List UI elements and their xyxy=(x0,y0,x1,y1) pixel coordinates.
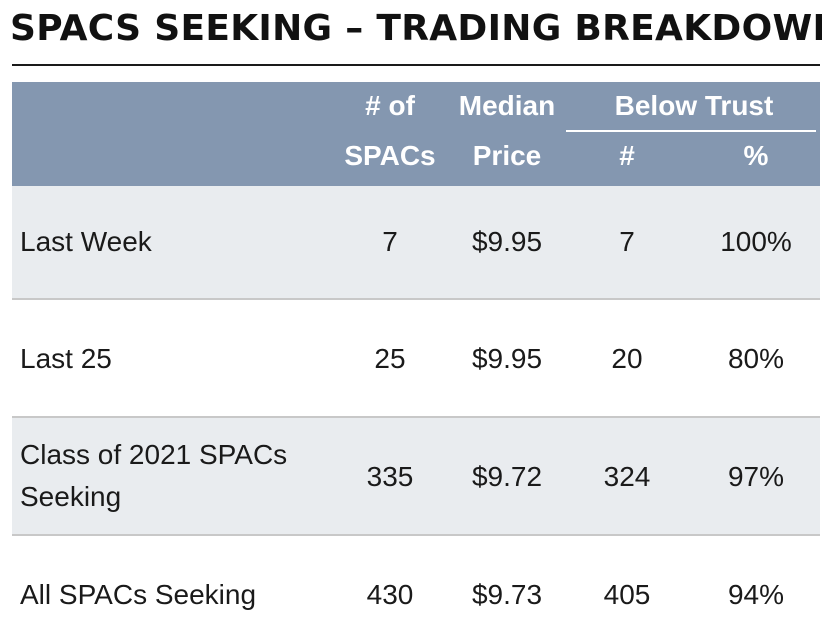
row-label: Last Week xyxy=(20,226,152,257)
header-below-count: # xyxy=(619,140,635,171)
table-row: Last Week 7 $9.95 7 100% xyxy=(12,186,820,300)
title-rule xyxy=(12,64,820,66)
row-spacs: 335 xyxy=(366,461,414,492)
row-spacs: 430 xyxy=(366,579,414,610)
row-label: All SPACs Seeking xyxy=(20,579,257,610)
table-row: Class of 2021 SPACs Seeking 335 $9.72 32… xyxy=(12,418,820,536)
header-price-line1: Median xyxy=(458,90,556,121)
row-below-pct: 80% xyxy=(727,343,785,374)
table-header: # of SPACs Median Price Below Trust # % xyxy=(12,82,820,186)
header-below-pct: % xyxy=(743,140,769,171)
table-row: Last 25 25 $9.95 20 80% xyxy=(12,300,820,418)
row-median-price: $9.73 xyxy=(471,579,543,610)
header-below-trust: Below Trust xyxy=(614,90,774,121)
row-below-pct: 94% xyxy=(727,579,785,610)
page-title: SPACS SEEKING – TRADING BREAKDOWN xyxy=(10,8,822,49)
row-spacs: 7 xyxy=(382,226,398,257)
row-spacs: 25 xyxy=(374,343,406,374)
row-below-count: 405 xyxy=(603,579,651,610)
table-row: All SPACs Seeking 430 $9.73 405 94% xyxy=(12,536,820,634)
header-spacs-line2: SPACs xyxy=(344,140,436,171)
header-price-line2: Price xyxy=(472,140,542,171)
row-median-price: $9.95 xyxy=(471,226,543,257)
row-median-price: $9.72 xyxy=(471,461,543,492)
row-label: Class of 2021 SPACs Seeking xyxy=(20,439,288,512)
row-below-pct: 97% xyxy=(727,461,785,492)
row-below-count: 324 xyxy=(603,461,651,492)
row-median-price: $9.95 xyxy=(471,343,543,374)
header-below-trust-underline xyxy=(566,130,816,132)
header-spacs-line1: # of xyxy=(365,90,415,121)
row-below-pct: 100% xyxy=(720,226,792,257)
row-below-count: 20 xyxy=(611,343,643,374)
row-label: Last 25 xyxy=(20,343,112,374)
row-below-count: 7 xyxy=(619,226,635,257)
